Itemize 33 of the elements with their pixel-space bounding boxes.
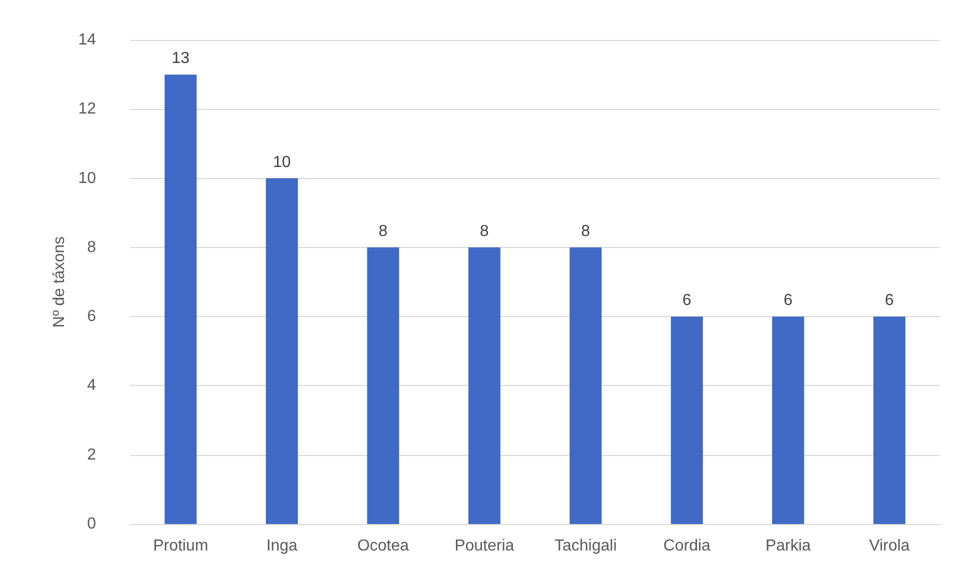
data-label: 10: [272, 154, 291, 171]
bar: [367, 247, 400, 524]
x-tick-label: Virola: [869, 538, 910, 554]
y-tick-label: 4: [87, 377, 96, 394]
data-label: 6: [682, 292, 692, 310]
y-tick-label: 6: [87, 308, 96, 326]
x-tick-label: Protium: [153, 538, 208, 554]
y-tick-label: 10: [78, 170, 96, 187]
bar: [570, 247, 602, 524]
y-tick-label: 2: [87, 446, 96, 464]
bar: [873, 316, 906, 524]
x-tick-label: Tachigali: [554, 538, 617, 554]
data-label: 6: [884, 292, 894, 310]
data-label: 13: [172, 50, 190, 68]
x-tick-label: Ocotea: [357, 538, 410, 554]
data-label: 8: [480, 222, 489, 240]
x-tick-label: Parkia: [765, 538, 811, 554]
data-label: 8: [581, 222, 590, 240]
y-tick-label: 0: [87, 516, 96, 532]
x-tick-label: Pouteria: [454, 538, 514, 554]
bar: [266, 178, 298, 524]
data-label: 8: [378, 222, 388, 240]
bar: [670, 316, 703, 524]
y-tick-label: 14: [78, 32, 96, 48]
bar: [468, 247, 500, 524]
y-axis-title: Nº de táxons: [50, 236, 68, 328]
bar: [164, 74, 197, 524]
y-tick-label: 8: [87, 238, 96, 256]
x-tick-label: Inga: [266, 538, 298, 554]
y-tick-label: 12: [78, 100, 96, 118]
x-tick-label: Cordia: [663, 538, 711, 554]
bar: [772, 316, 804, 524]
data-label: 6: [784, 292, 793, 310]
